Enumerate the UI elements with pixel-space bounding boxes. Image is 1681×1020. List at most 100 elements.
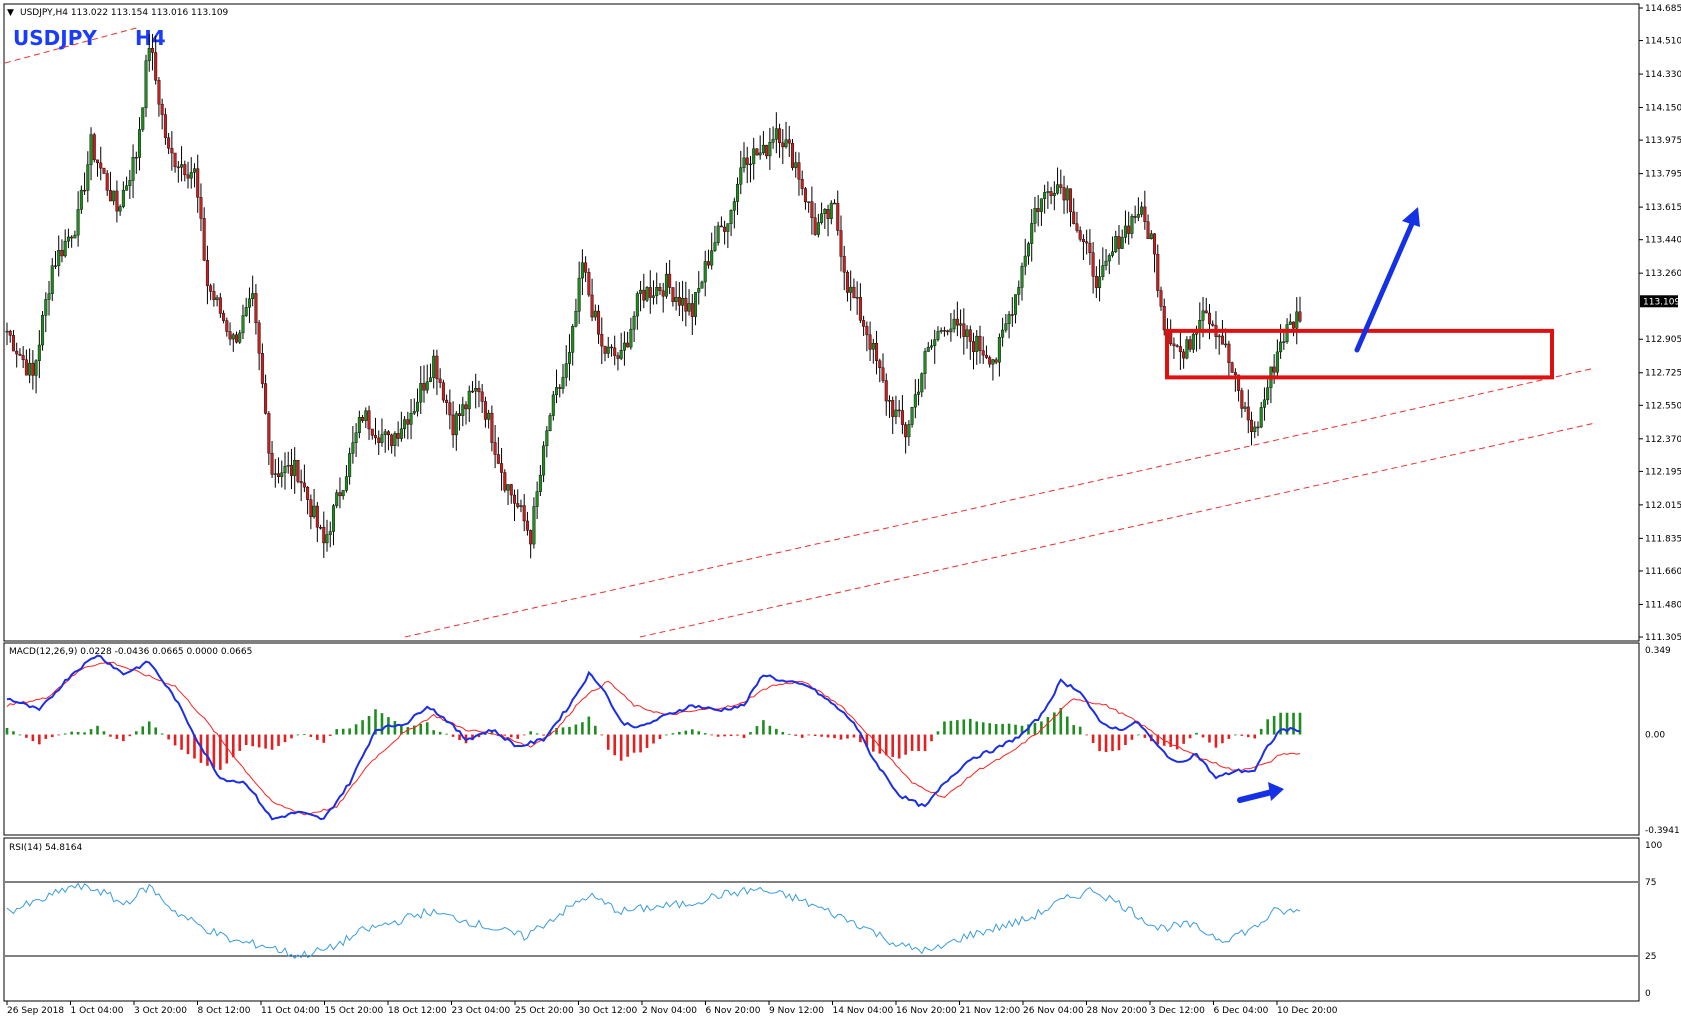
candle-bull [674,297,678,302]
candle-bear [15,350,19,355]
candle [189,157,193,189]
candle-bull [251,293,255,299]
candle [949,313,953,342]
candle [1026,241,1030,265]
y-tick-label: 112.195 [1645,467,1681,477]
macd-hist-bar-pos [768,725,772,735]
candle-bear [845,272,849,293]
candle-bear [205,260,209,286]
candle [907,420,911,446]
candle-bear [1078,230,1082,240]
candle [277,457,281,484]
candle [545,426,549,458]
candle-bull [975,335,979,352]
candle-bull [416,401,420,412]
macd-hist-bar-neg [813,734,817,736]
macd-hist-bar-neg [277,734,280,746]
candle [1292,321,1296,337]
candle [99,146,103,181]
macd-hist-bar-neg [1085,734,1088,736]
candle [1001,317,1005,347]
candle [1078,226,1082,242]
candle-bull [341,490,345,497]
candle [92,132,96,163]
candle [416,388,420,417]
candle [1123,210,1127,244]
candle-bull [1191,333,1195,350]
macd-hist-bar-neg [820,734,823,737]
candle [264,374,268,415]
candle [968,325,972,360]
candle-bear [1075,223,1079,231]
candle [1004,314,1008,333]
macd-hist-bar-neg [897,734,901,759]
candle-bull [548,415,552,432]
candle-bull [344,476,348,491]
candle-bull [1288,321,1292,325]
x-tick-label: 14 Nov 04:00 [833,1006,894,1016]
candle [1088,229,1092,265]
macd-y-tick-label: -0.3941 [1645,826,1680,836]
macd-hist-bar-pos [949,720,953,735]
symbol-dropdown-icon[interactable]: ▼ [7,8,14,18]
candle-bear [464,404,468,410]
candle-bear [105,173,109,191]
candle-bear [616,355,620,359]
macd-hist-bar-pos [956,720,959,735]
x-tick-label: 30 Oct 12:00 [579,1006,638,1016]
candle-bear [897,409,901,412]
rsi-y-tick-label: 0 [1645,989,1651,999]
candle-bull [593,310,597,318]
x-tick-label: 8 Oct 12:00 [198,1006,251,1016]
macd-hist-bar-neg [716,734,720,737]
candle [1266,379,1270,405]
candle [1091,242,1095,294]
candle [1185,336,1189,360]
macd-hist-bar-pos [529,731,532,735]
candle [403,416,407,439]
candle [322,511,326,558]
macd-hist-bar-pos [555,727,558,735]
candle [1107,253,1111,275]
candle-bear [587,272,591,296]
candle-bear [319,527,323,529]
macd-hist-bar-neg [503,734,507,736]
candle [823,208,827,229]
macd-hist-bar-neg [44,734,48,739]
macd-hist-bar-pos [1046,716,1050,735]
candle [1085,229,1089,255]
candle-bull [997,337,1001,363]
candle [225,317,229,337]
candle [154,35,158,85]
candle [881,353,885,384]
macd-hist-bar-neg [794,734,798,736]
candle [438,368,442,389]
candle [228,322,232,346]
candle [1094,266,1098,298]
y-tick-label: 111.660 [1645,567,1681,577]
candle-bear [513,494,517,504]
candle-bull [519,505,523,507]
macd-hist-bar-neg [923,734,927,752]
macd-hist-bar-pos [1259,728,1263,735]
candle-bear [1256,426,1260,429]
candle-bear [833,202,837,205]
candle [480,384,484,414]
y-tick-label: 113.260 [1645,269,1681,279]
candle [519,499,523,513]
candle [997,333,1001,377]
candle [319,524,323,530]
candle [422,365,426,403]
candle [923,348,927,390]
candle [86,151,90,203]
candle-bull [428,377,432,382]
macd-hist-bar-neg [167,734,170,740]
macd-hist-bar-neg [865,734,869,747]
candle [76,191,80,247]
candle-bull [47,293,51,300]
candle-bull [1020,265,1024,288]
candle [231,332,235,352]
candle-bear [377,437,381,443]
candle [209,283,213,301]
candle-bear [1230,362,1234,373]
